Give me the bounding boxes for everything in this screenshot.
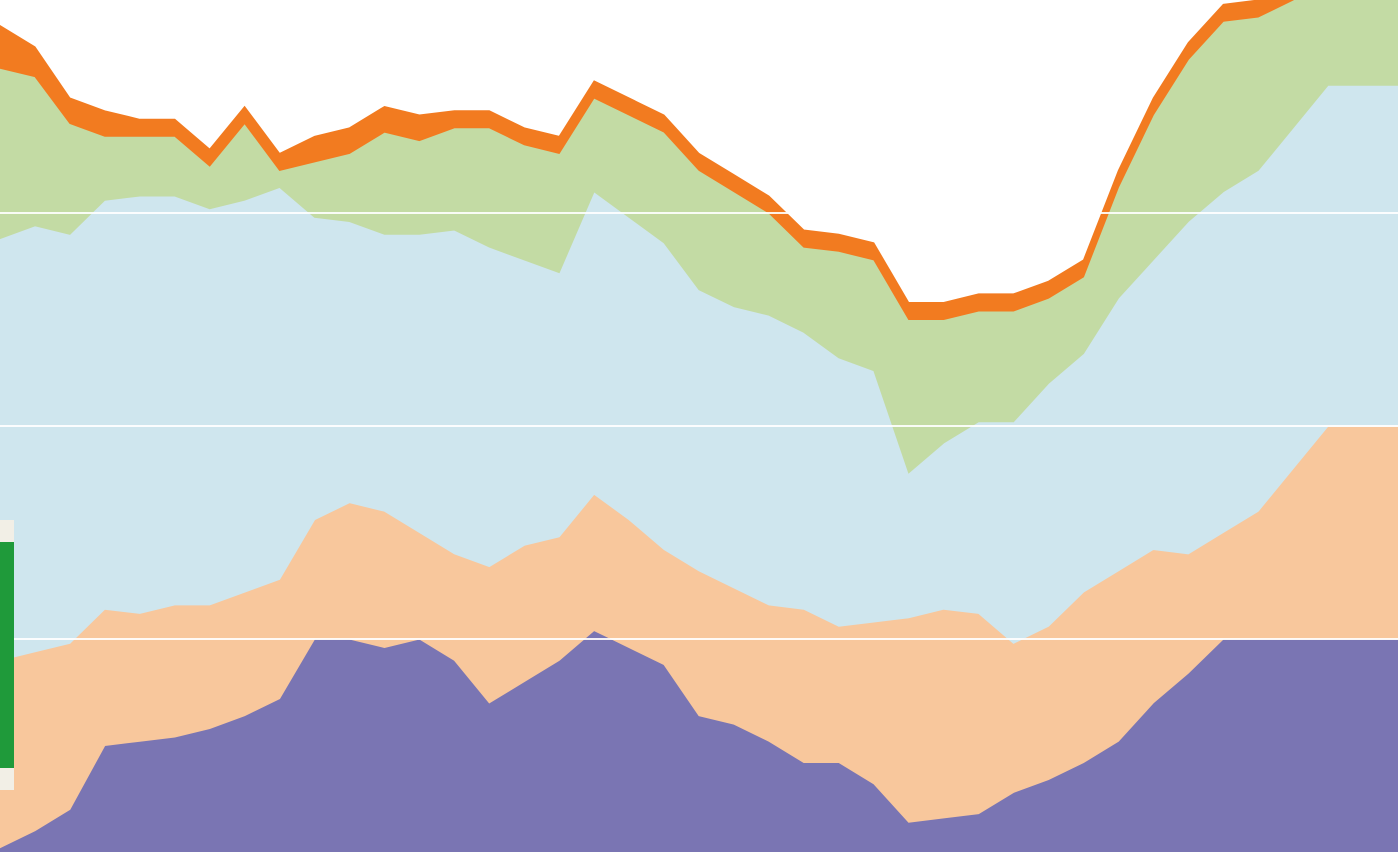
page-edge-tab xyxy=(0,520,14,790)
area-series-5 xyxy=(0,0,1294,320)
gridlines xyxy=(0,212,1398,640)
